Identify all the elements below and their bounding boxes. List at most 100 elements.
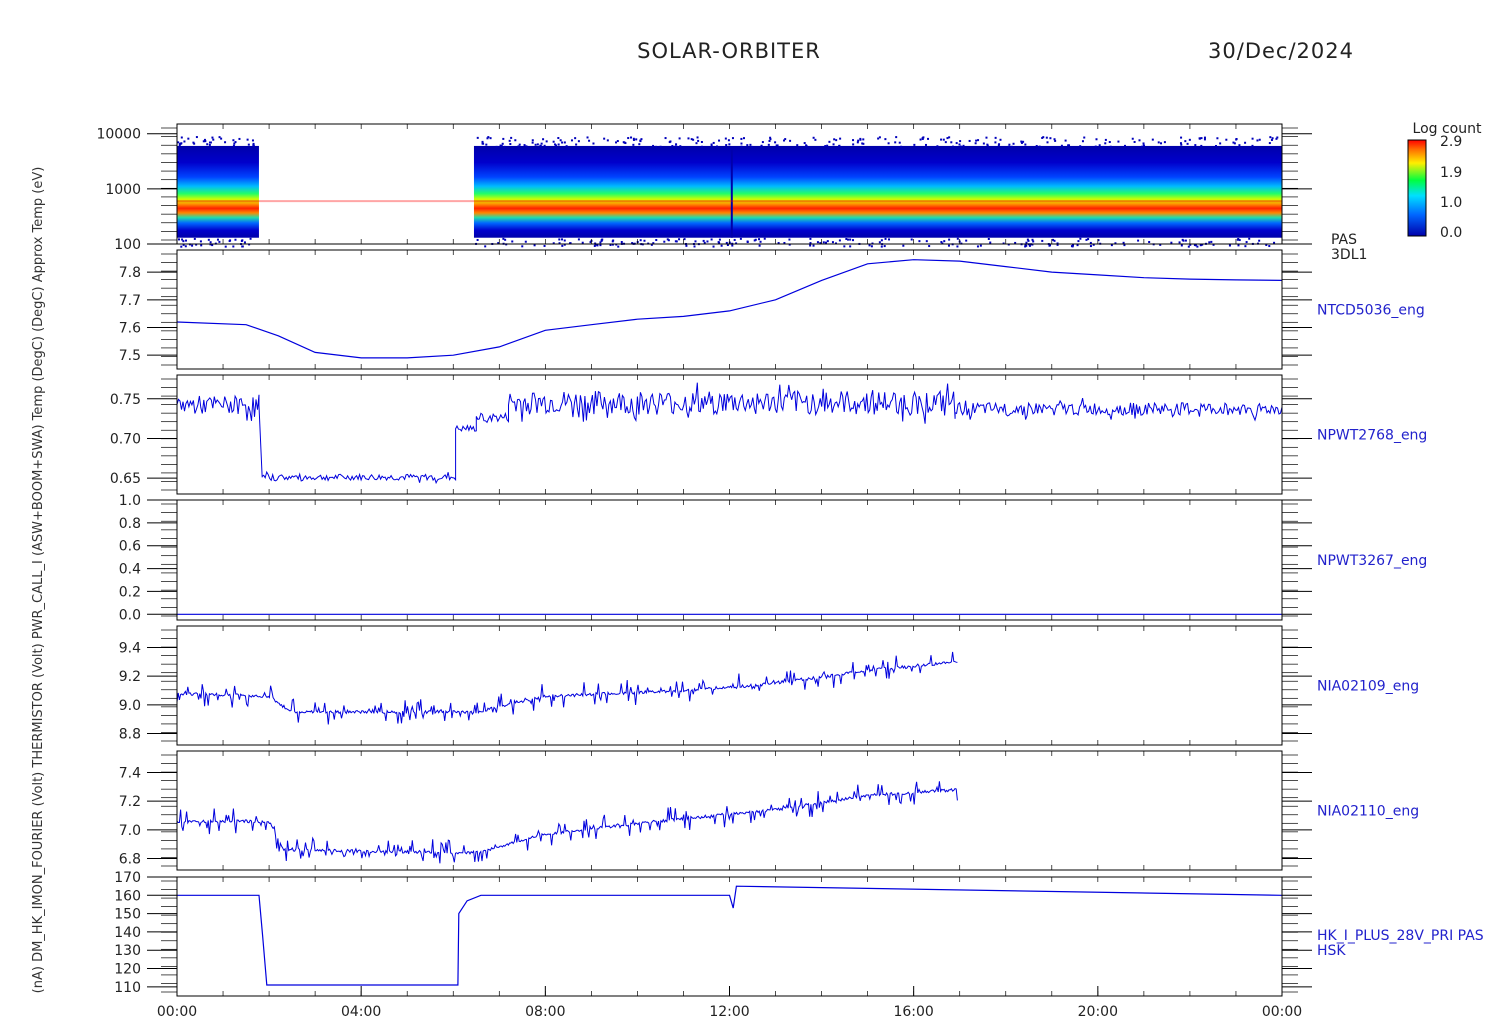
spectrogram-speckle	[749, 143, 752, 146]
spectrogram-speckle	[1042, 136, 1045, 139]
panel-7: 170 160 150 140 130 120 110 HK_I_PLUS_28V_PRI P…	[114, 870, 1484, 997]
spectrogram-speckle	[606, 139, 609, 142]
spectrogram-speckle	[203, 138, 206, 141]
spectrogram-speckle	[1095, 138, 1098, 141]
spectrogram-speckle	[1270, 138, 1273, 141]
spectrogram-speckle	[976, 245, 979, 248]
spectrogram-speckle	[1228, 244, 1231, 247]
spectrogram-speckle	[209, 241, 212, 244]
y-tick-label: 140	[114, 925, 141, 941]
mission-title: SOLAR-ORBITER	[637, 39, 821, 63]
spectrogram-speckle	[716, 145, 719, 148]
spectrogram-speckle	[884, 138, 887, 141]
spectrogram-speckle	[849, 245, 852, 248]
spectrogram-speckle	[238, 137, 241, 140]
spectrogram-speckle	[195, 136, 198, 139]
spectrogram-speckle	[654, 145, 657, 148]
spectrogram-speckle	[1089, 241, 1092, 244]
spectrogram-speckle	[1025, 241, 1028, 244]
spectrogram-speckle	[941, 242, 944, 245]
spectrogram-speckle	[1097, 239, 1100, 242]
spectrogram-speckle	[814, 138, 817, 141]
spectrogram-speckle	[710, 144, 713, 147]
spectrogram-speckle	[703, 241, 706, 244]
spectrogram-speckle	[1235, 137, 1238, 140]
y-tick-label: 7.8	[119, 265, 141, 281]
time-axis: 00:00 04:00 08:00 12:00 16:00 20:00 00:00	[157, 124, 1302, 1020]
spectrogram-speckle	[570, 139, 573, 142]
spectrogram-speckle	[1194, 244, 1197, 247]
spectrogram-speckle	[986, 144, 989, 147]
spectrogram-speckle	[599, 244, 602, 247]
spectrogram-speckle	[955, 142, 958, 145]
colorbar-tick: 1.0	[1440, 195, 1462, 211]
spectrogram-speckle	[678, 238, 681, 241]
spectrogram-speckle	[1196, 245, 1199, 248]
spectrogram-speckle	[540, 142, 543, 145]
spectrogram-speckle	[805, 145, 808, 148]
spectrogram-speckle	[180, 245, 183, 248]
spectrogram-speckle	[659, 145, 662, 148]
spectrogram-speckle	[586, 136, 589, 139]
y-tick-label: 6.8	[119, 852, 141, 868]
spectrogram-speckle	[232, 245, 235, 248]
spectrogram-speckle	[1251, 137, 1254, 140]
spectrogram-speckle	[1160, 142, 1163, 145]
panel-3: 0.75 0.70 0.65 NPWT2768_eng	[110, 374, 1427, 495]
spectrogram-speckle	[706, 240, 709, 243]
spectrogram-speckle	[1024, 244, 1027, 247]
spectrogram-speckle	[849, 238, 852, 241]
panel-2: 7.8 7.7 7.6 7.5 NTCD5036_eng	[119, 249, 1425, 370]
spectrogram-speckle	[251, 139, 254, 142]
spectrogram-speckle	[1151, 138, 1154, 141]
spectrogram-speckle	[232, 144, 235, 147]
spectrogram-speckle	[589, 241, 592, 244]
spectrogram-speckle	[195, 243, 198, 246]
series-line	[177, 885, 1283, 986]
spectrogram-speckle	[552, 242, 555, 245]
spectrogram-speckle	[1244, 141, 1247, 144]
spectrogram-speckle	[545, 140, 548, 143]
spectrogram-speckle	[523, 144, 526, 147]
spectrogram-speckle	[678, 137, 681, 140]
spectrogram-speckle	[742, 137, 745, 140]
spectrogram-speckle	[822, 241, 825, 244]
spectrogram-speckle	[927, 137, 930, 140]
spectrogram-speckle	[518, 143, 521, 146]
spectrogram-speckle	[979, 244, 982, 247]
spectrogram-speckle	[208, 143, 211, 146]
spectrogram-speckle	[1031, 243, 1034, 246]
spectrogram-speckle	[816, 241, 819, 244]
spectrogram-speckle	[1104, 138, 1107, 141]
spectrogram-speckle	[965, 239, 968, 242]
spectrogram-speckle	[758, 238, 761, 241]
spectrogram-speckle	[712, 141, 715, 144]
spectrogram-speckle	[1089, 245, 1092, 248]
x-tick-label: 20:00	[1078, 1004, 1118, 1020]
spectrogram-speckle	[1109, 145, 1112, 148]
spectrogram-speckle	[1181, 238, 1184, 241]
spectrogram-speckle	[1104, 142, 1107, 145]
spectrogram-speckle	[487, 136, 490, 139]
spectrogram-speckle	[1180, 244, 1183, 247]
spectrogram-speckle	[838, 144, 841, 147]
y-tick-label: 0.65	[110, 471, 141, 487]
spectrogram-speckle	[1098, 144, 1101, 147]
spectrogram-speckle	[577, 238, 580, 241]
colorbar-tick: 2.9	[1440, 134, 1462, 150]
spectrogram-speckle	[789, 139, 792, 142]
spectrogram-speckle	[193, 237, 196, 240]
spectrogram-speckle	[543, 244, 546, 247]
spectrogram-speckle	[720, 244, 723, 247]
spectrogram-speckle	[199, 240, 202, 243]
spectrogram-speckle	[206, 143, 209, 146]
spectrogram-speckle	[982, 142, 985, 145]
spectrogram-speckle	[600, 239, 603, 242]
spectrogram-speckle	[1275, 137, 1278, 140]
spectrogram-speckle	[1053, 239, 1056, 242]
spectrogram-speckle	[1071, 245, 1074, 248]
spectrogram-speckle	[702, 239, 705, 242]
x-tick-label: 04:00	[341, 1004, 381, 1020]
spectrogram-speckle	[1148, 241, 1151, 244]
